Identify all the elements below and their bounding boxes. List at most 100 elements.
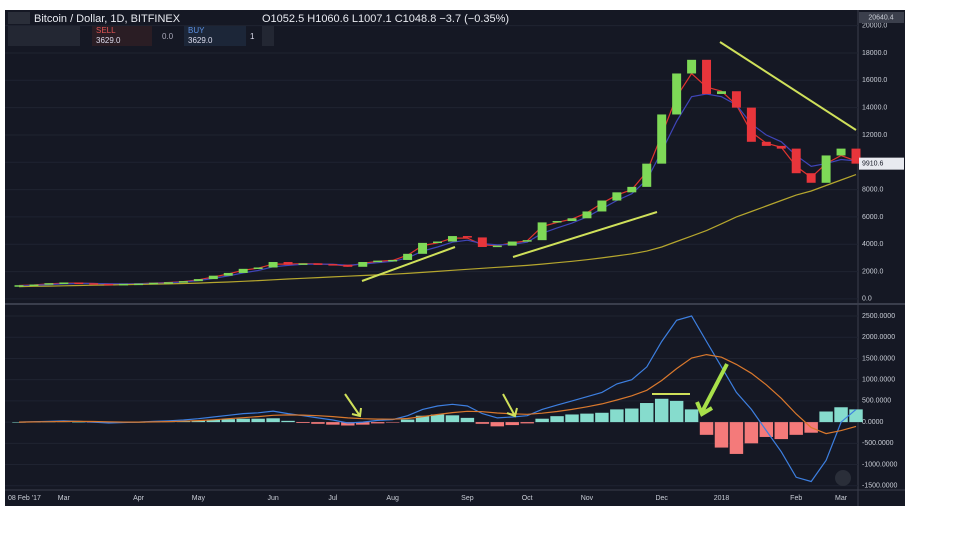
drawing-tools[interactable]: [8, 26, 80, 46]
histogram-bar: [565, 414, 579, 423]
histogram-bar: [445, 415, 460, 423]
symbol-icon[interactable]: [8, 12, 30, 24]
histogram-bar: [430, 414, 445, 423]
candle: [492, 245, 502, 248]
buy-label: BUY: [188, 26, 205, 35]
histogram-bar: [535, 418, 549, 423]
candle: [672, 73, 682, 115]
y-tick-label: 6000.0: [862, 214, 884, 221]
price-axis-background: [858, 10, 905, 506]
histogram-bar: [251, 418, 265, 423]
y-tick-label: 2000.0000: [862, 334, 895, 341]
arrow: [344, 393, 362, 418]
last-price-label: 9910.6: [862, 160, 884, 167]
histogram-bar: [640, 403, 654, 423]
candle: [29, 284, 39, 287]
candle: [388, 259, 398, 262]
indicator-line: [18, 315, 857, 483]
x-tick-label: Jun: [267, 495, 278, 502]
candle: [821, 155, 831, 183]
histogram-bar: [460, 417, 475, 423]
y-tick-label: 4000.0: [862, 241, 884, 248]
histogram-bar: [699, 422, 714, 435]
candle: [358, 262, 368, 267]
y-tick-label: 16000.0: [862, 77, 887, 84]
arrow: [695, 363, 729, 417]
histogram-bar: [475, 422, 490, 424]
candle: [149, 282, 159, 285]
indicator-line: [18, 174, 857, 288]
candle: [433, 241, 442, 244]
histogram-bar: [266, 418, 280, 423]
y-tick-label: 0.0: [862, 296, 872, 303]
histogram-bar: [206, 419, 221, 423]
histogram-bar: [669, 400, 684, 423]
y-tick-label: 18000.0: [862, 50, 887, 57]
histogram-bar: [729, 422, 744, 454]
candle: [462, 236, 472, 238]
y-tick-label: 2000.0: [862, 268, 884, 275]
candle: [104, 283, 114, 286]
quantity-stepper[interactable]: [262, 26, 274, 46]
histogram-bar: [296, 422, 310, 423]
x-tick-label: Oct: [522, 495, 533, 502]
x-tick-label: 2018: [714, 495, 730, 502]
candle: [403, 253, 413, 260]
histogram-bar: [341, 422, 355, 426]
histogram-bar: [370, 422, 385, 424]
y-tick-label: 20000.0: [862, 23, 887, 30]
histogram-bar: [221, 419, 235, 423]
y-tick-label: 2500.0000: [862, 313, 895, 320]
candle: [791, 148, 801, 174]
arrow: [502, 393, 518, 418]
histogram-bar: [550, 416, 564, 423]
y-tick-label: -1000.0000: [862, 461, 898, 468]
candle: [567, 218, 577, 222]
y-tick-label: 8000.0: [862, 186, 884, 193]
candle: [477, 237, 487, 247]
candle: [238, 268, 248, 273]
candle: [612, 192, 622, 201]
histogram-bar: [12, 422, 26, 423]
candle: [178, 281, 188, 283]
histogram-bar: [505, 422, 519, 426]
candle: [776, 145, 786, 149]
time-axis-background: [5, 490, 858, 506]
candle: [44, 283, 54, 285]
histogram-bar: [774, 422, 788, 440]
x-tick-label: 08 Feb '17: [8, 495, 41, 502]
y-tick-label: 12000.0: [862, 132, 887, 139]
trend-line: [361, 246, 456, 282]
candle: [642, 163, 652, 187]
buy-button[interactable]: [184, 26, 246, 46]
histogram-bar: [849, 409, 863, 423]
candle: [283, 262, 293, 265]
indicator-line: [18, 93, 857, 287]
histogram-bar: [72, 421, 86, 423]
candle: [851, 148, 861, 164]
candle: [119, 283, 129, 286]
histogram-bar: [400, 419, 415, 423]
x-tick-label: Mar: [58, 495, 71, 502]
candle: [687, 59, 697, 74]
x-tick-label: Aug: [386, 495, 399, 502]
x-tick-label: Feb: [790, 495, 802, 502]
sell-button[interactable]: [92, 26, 152, 46]
x-tick-label: May: [192, 495, 206, 502]
candle: [343, 264, 353, 267]
candle: [761, 141, 771, 146]
histogram-bar: [789, 422, 803, 435]
candle: [14, 285, 24, 287]
spread: 0.0: [162, 32, 174, 41]
x-tick-label: Nov: [581, 495, 594, 502]
histogram-bar: [236, 418, 250, 423]
candle: [418, 242, 428, 254]
x-tick-label: Jul: [328, 495, 337, 502]
scroll-button[interactable]: [835, 470, 851, 486]
histogram-bar: [415, 415, 430, 423]
candle: [313, 263, 323, 265]
candle: [59, 282, 69, 285]
indicator-line: [18, 353, 857, 435]
histogram-bar: [684, 409, 699, 423]
